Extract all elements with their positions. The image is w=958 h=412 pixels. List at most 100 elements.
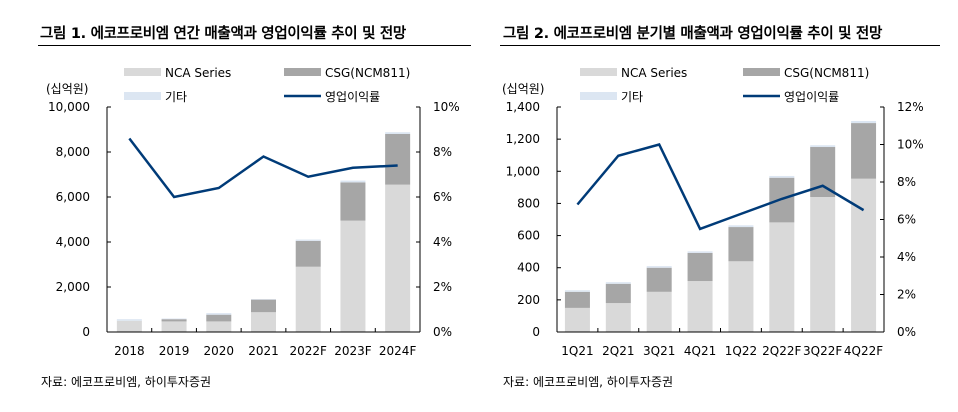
x-tick-label: 2022F [289,344,327,358]
legend-label: CSG(NCM811) [784,66,869,80]
x-tick-label: 2018 [114,344,145,358]
bar--6 [385,132,411,134]
y2-tick-label: 12% [897,100,924,114]
chart2-source: 자료: 에코프로비엠, 하이투자증권 [503,375,674,389]
y-tick-label: 2,000 [56,280,90,294]
bar-ncaseries-1 [161,321,187,332]
bar-ncaseries-0 [564,307,590,332]
x-tick-label: 2024F [379,344,417,358]
legend-label: 영업이익률 [325,90,380,104]
bar-ncaseries-7 [851,178,877,332]
bar-csgncm811-2 [646,267,672,292]
y-tick-label: 6,000 [56,190,90,204]
y-tick-label: 0 [532,325,540,339]
y2-tick-label: 6% [433,190,452,204]
bar-ncaseries-2 [206,321,232,332]
y2-tick-label: 6% [897,213,916,227]
x-tick-label: 4Q21 [684,344,716,358]
legend-label: 영업이익률 [784,90,839,104]
y2-tick-label: 0% [897,325,916,339]
y2-tick-label: 4% [897,250,916,264]
bar-ncaseries-3 [687,281,713,332]
bar-ncaseries-4 [728,261,754,332]
chart2-title: 그림 2. 에코프로비엠 분기별 매출액과 영업이익률 추이 및 전망 [503,26,882,42]
x-tick-label: 2019 [159,344,190,358]
x-tick-label: 2021 [248,344,279,358]
x-tick-label: 3Q22F [803,344,842,358]
y-tick-label: 10,000 [48,100,90,114]
legend-label: CSG(NCM811) [325,66,410,80]
x-tick-label: 2Q22F [762,344,801,358]
legend-label: 기타 [621,90,643,104]
y2-tick-label: 2% [433,280,452,294]
bar--5 [340,180,366,183]
unit-label: (십억원) [502,82,544,96]
bar--6 [810,145,836,148]
x-tick-label: 2023F [334,344,372,358]
x-tick-label: 2020 [204,344,235,358]
bar-ncaseries-4 [295,266,321,332]
operating-margin-line [576,143,865,231]
y2-tick-label: 10% [433,100,460,114]
y-tick-label: 1,400 [506,100,540,114]
bar--0 [116,319,142,321]
y2-tick-label: 8% [433,145,452,159]
bar-csgncm811-0 [564,291,590,308]
y-tick-label: 400 [517,261,540,275]
legend-swatch-2 [580,92,617,100]
bar-csgncm811-5 [340,182,366,221]
x-tick-label: 2Q21 [602,344,634,358]
legend-swatch-1 [284,68,321,76]
legend-label: NCA Series [165,66,231,80]
bar-ncaseries-0 [116,320,142,332]
y2-tick-label: 8% [897,175,916,189]
x-tick-label: 1Q22 [725,344,757,358]
legend-swatch-0 [580,68,617,76]
y2-tick-label: 10% [897,138,924,152]
bar-csgncm811-3 [687,252,713,282]
bar-ncaseries-1 [605,303,631,332]
bar--3 [687,251,713,253]
legend-swatch-2 [124,92,161,100]
bar--5 [769,175,795,178]
bar--0 [564,290,590,292]
bar-csgncm811-1 [605,283,631,304]
bar-ncaseries-6 [810,197,836,332]
bar-csgncm811-2 [206,314,232,322]
y-tick-label: 1,200 [506,132,540,146]
bar-ncaseries-3 [251,312,276,332]
bar-ncaseries-5 [340,220,366,332]
x-tick-label: 4Q22F [844,344,883,358]
y-tick-label: 200 [517,293,540,307]
y-tick-label: 0 [82,325,90,339]
bar--7 [851,120,877,124]
y-tick-label: 4,000 [56,235,90,249]
y-tick-label: 1,000 [506,164,540,178]
chart1-source: 자료: 에코프로비엠, 하이투자증권 [41,375,212,389]
bar--1 [161,318,187,320]
bar-csgncm811-6 [385,134,411,185]
y2-tick-label: 0% [433,325,452,339]
bar-ncaseries-6 [385,184,411,332]
bar--2 [206,313,232,315]
y-tick-label: 8,000 [56,145,90,159]
bar-csgncm811-4 [295,240,321,267]
chart2-title-rule [500,45,940,46]
legend-swatch-1 [743,68,780,76]
x-tick-label: 1Q21 [561,344,593,358]
bar-ncaseries-2 [646,291,672,332]
y2-tick-label: 4% [433,235,452,249]
bar--4 [728,225,754,228]
bar-csgncm811-1 [161,319,187,322]
chart1-title-rule [38,45,471,46]
chart1-title: 그림 1. 에코프로비엠 연간 매출액과 영업이익률 추이 및 전망 [40,26,406,42]
x-tick-label: 3Q21 [643,344,675,358]
y2-tick-label: 2% [897,288,916,302]
bar-ncaseries-5 [769,222,795,332]
bar--4 [295,239,321,241]
legend-label: NCA Series [621,66,687,80]
y-tick-label: 600 [517,229,540,243]
bar-csgncm811-7 [851,123,877,179]
